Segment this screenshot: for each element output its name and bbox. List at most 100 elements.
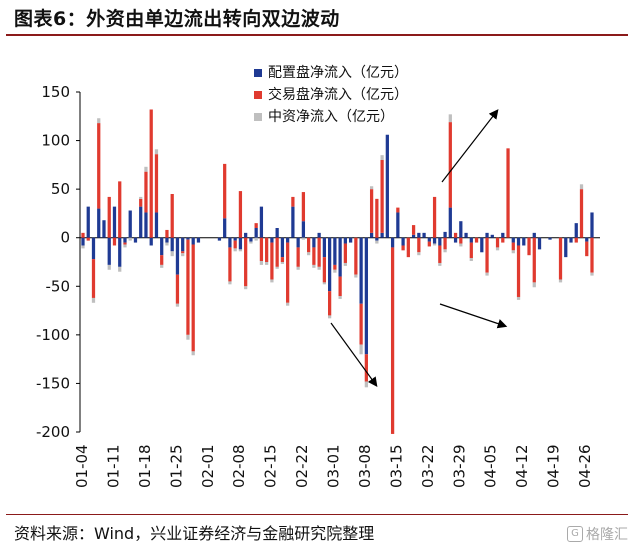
bar-s1-69 bbox=[443, 237, 447, 250]
bar-s0-40 bbox=[291, 206, 295, 238]
bar-s0-6 bbox=[112, 206, 117, 238]
bar-s0-84 bbox=[522, 237, 526, 246]
bar-s2-45 bbox=[317, 266, 321, 270]
bar-s2-35 bbox=[265, 262, 269, 265]
bar-s2-50 bbox=[343, 262, 347, 266]
bar-s1-82 bbox=[511, 242, 515, 251]
bar-s0-83 bbox=[516, 237, 521, 246]
bar-s1-59 bbox=[390, 247, 395, 434]
bar-s0-19 bbox=[181, 237, 185, 252]
bar-s0-77 bbox=[485, 232, 489, 238]
bar-s2-28 bbox=[228, 281, 232, 285]
bar-s1-27 bbox=[223, 163, 227, 219]
x-tick-label-13: 04-05 bbox=[482, 444, 500, 488]
x-tick-label-3: 01-25 bbox=[167, 444, 185, 488]
bar-s1-47 bbox=[328, 291, 332, 316]
legend-swatch-allocation bbox=[254, 69, 262, 77]
x-tick-label-9: 03-08 bbox=[356, 444, 374, 488]
bar-s2-37 bbox=[275, 266, 279, 269]
bar-s1-8 bbox=[123, 242, 127, 245]
bar-s0-31 bbox=[244, 232, 248, 238]
x-tick-label-14: 04-12 bbox=[513, 444, 531, 488]
bar-s1-97 bbox=[590, 237, 594, 273]
y-tick-label-1: 100 bbox=[41, 132, 70, 150]
bar-s1-14 bbox=[154, 154, 159, 213]
bar-s1-42 bbox=[301, 192, 306, 222]
bar-s1-30 bbox=[238, 191, 243, 238]
bar-s0-42 bbox=[301, 221, 306, 238]
bar-s0-26 bbox=[217, 237, 222, 241]
x-tick-label-4: 02-01 bbox=[199, 444, 217, 488]
bar-s1-6 bbox=[112, 237, 117, 246]
bar-s2-77 bbox=[485, 272, 489, 276]
bar-s2-34 bbox=[259, 261, 264, 265]
bar-s1-85 bbox=[527, 237, 531, 256]
bar-s2-55 bbox=[369, 186, 374, 190]
bar-s1-41 bbox=[296, 247, 300, 267]
bar-s0-22 bbox=[196, 237, 201, 243]
bar-s0-0 bbox=[81, 237, 85, 246]
bar-s0-56 bbox=[375, 237, 379, 241]
legend-item-allocation: 配置盘净流入（亿元） bbox=[254, 62, 408, 84]
bar-s2-95 bbox=[579, 184, 584, 190]
bar-s1-79 bbox=[495, 237, 500, 248]
bar-s2-0 bbox=[81, 245, 85, 249]
bar-s1-96 bbox=[585, 241, 589, 257]
bar-s2-57 bbox=[380, 155, 384, 160]
bar-s2-8 bbox=[123, 244, 127, 248]
bar-s0-59 bbox=[390, 237, 395, 248]
y-tick-label-3: 0 bbox=[60, 229, 70, 247]
x-tick-label-16: 04-26 bbox=[576, 444, 594, 488]
bar-s0-37 bbox=[275, 228, 279, 238]
bar-s1-67 bbox=[432, 196, 437, 238]
bar-s0-57 bbox=[380, 232, 384, 238]
bars bbox=[81, 109, 594, 434]
bottom-rule bbox=[6, 514, 628, 515]
bar-s1-35 bbox=[265, 237, 269, 262]
bar-s1-13 bbox=[149, 109, 153, 238]
bar-s1-38 bbox=[280, 257, 285, 262]
legend-swatch-trading bbox=[254, 91, 262, 99]
bar-s0-17 bbox=[170, 237, 174, 252]
bar-s2-16 bbox=[165, 242, 169, 246]
bar-s1-3 bbox=[97, 123, 101, 209]
bar-s2-49 bbox=[338, 296, 342, 299]
bar-s1-68 bbox=[438, 245, 442, 263]
bar-s2-29 bbox=[233, 248, 237, 252]
bar-s1-1 bbox=[86, 237, 90, 241]
x-tick-label-1: 01-11 bbox=[104, 444, 122, 488]
bar-s0-16 bbox=[165, 237, 169, 243]
bar-s1-63 bbox=[411, 225, 416, 235]
x-tick-label-5: 02-08 bbox=[230, 444, 248, 488]
bar-s2-42 bbox=[301, 237, 306, 240]
bar-s2-82 bbox=[511, 250, 515, 254]
bar-s1-31 bbox=[244, 237, 248, 287]
bar-s0-18 bbox=[175, 237, 180, 275]
bar-s0-78 bbox=[490, 234, 494, 238]
bar-s0-68 bbox=[438, 237, 442, 246]
bar-s2-11 bbox=[139, 196, 143, 199]
bar-s1-5 bbox=[107, 196, 111, 238]
bar-s2-72 bbox=[459, 243, 463, 247]
y-tick-label-7: -200 bbox=[36, 423, 70, 441]
bar-s0-71 bbox=[453, 237, 458, 243]
bar-s2-17 bbox=[170, 251, 174, 257]
bar-s1-70 bbox=[448, 122, 452, 208]
bar-s1-39 bbox=[286, 242, 290, 303]
x-tick-label-11: 03-22 bbox=[419, 444, 437, 488]
bar-s2-54 bbox=[364, 381, 368, 388]
bar-s1-66 bbox=[427, 241, 431, 247]
bar-s2-21 bbox=[191, 351, 195, 356]
bar-s0-1 bbox=[86, 206, 90, 238]
bar-s1-20 bbox=[186, 239, 190, 335]
bar-s0-82 bbox=[511, 237, 515, 243]
y-tick-label-4: -50 bbox=[46, 277, 71, 295]
bar-s1-95 bbox=[579, 189, 584, 238]
bar-s2-46 bbox=[322, 282, 326, 285]
legend-swatch-chinese bbox=[254, 113, 262, 121]
bar-s2-74 bbox=[469, 258, 473, 262]
bar-s1-7 bbox=[118, 181, 122, 238]
x-tick-label-7: 02-22 bbox=[293, 444, 311, 488]
trend-arrow-0 bbox=[441, 109, 499, 183]
